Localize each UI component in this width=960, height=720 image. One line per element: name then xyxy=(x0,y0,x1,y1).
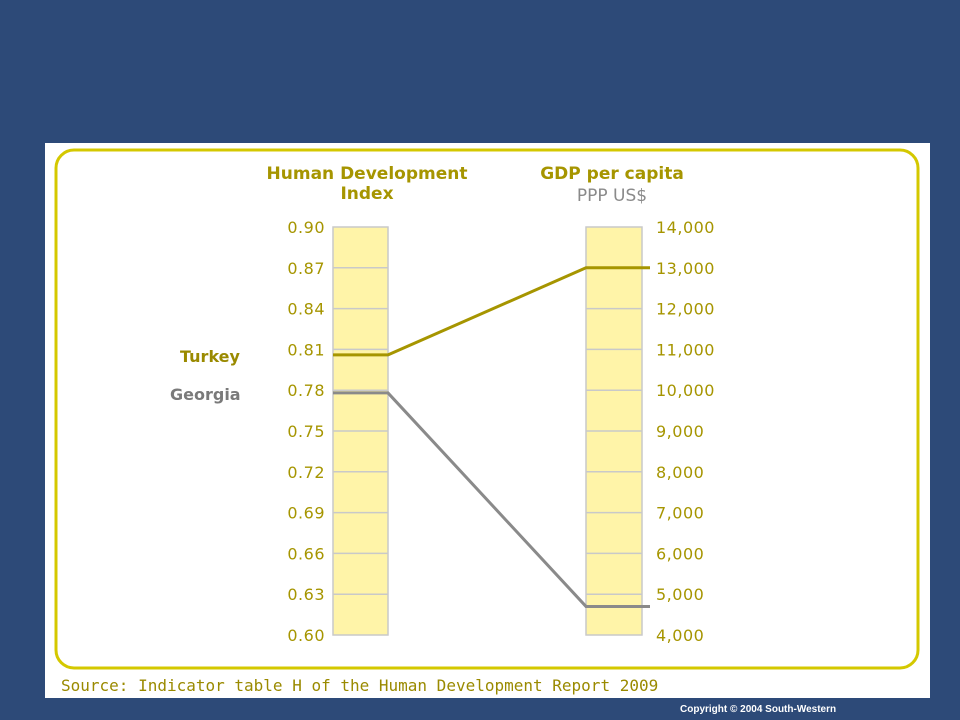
series-lines xyxy=(333,266,650,608)
copyright-footer: Copyright © 2004 South-Western xyxy=(680,704,837,715)
gdp-tick-label: 10,000 xyxy=(656,381,715,400)
hdi-tick-label: 0.60 xyxy=(287,626,325,645)
gdp-axis-title-line2: PPP US$ xyxy=(577,186,647,206)
hdi-tick-label: 0.66 xyxy=(287,544,325,563)
gdp-tick-label: 7,000 xyxy=(656,504,704,523)
gdp-tick-label: 8,000 xyxy=(656,463,704,482)
series-line-turkey xyxy=(333,266,650,357)
series-label-turkey: Turkey xyxy=(180,347,241,366)
gdp-tick-label: 4,000 xyxy=(656,626,704,645)
gdp-axis-title-line1: GDP per capita xyxy=(540,164,684,184)
gdp-column xyxy=(585,226,643,636)
hdi-axis-title-line1: Human Development xyxy=(267,164,468,184)
hdi-tick-label: 0.72 xyxy=(287,463,325,482)
hdi-axis-title-line2: Index xyxy=(340,184,393,204)
hdi-tick-label: 0.75 xyxy=(287,422,325,441)
gdp-tick-label: 9,000 xyxy=(656,422,704,441)
gdp-tick-label: 14,000 xyxy=(656,218,715,237)
gdp-tick-labels: 14,000 13,000 12,000 11,000 10,000 9,000 8,000… xyxy=(656,218,715,645)
hdi-tick-label: 0.84 xyxy=(287,300,325,319)
gdp-tick-label: 11,000 xyxy=(656,340,715,359)
hdi-tick-labels: 0.90 0.87 0.84 0.81 0.78 0.75 0.72 0.69 0.66 0.63… xyxy=(287,218,325,645)
hdi-tick-label: 0.90 xyxy=(287,218,325,237)
parallel-axis-chart: Human Development Index GDP per capita P… xyxy=(54,148,920,695)
hdi-tick-label: 0.69 xyxy=(287,504,325,523)
hdi-tick-label: 0.81 xyxy=(287,340,325,359)
gdp-tick-label: 12,000 xyxy=(656,300,715,319)
hdi-tick-label: 0.63 xyxy=(287,585,325,604)
source-note: Source: Indicator table H of the Human D… xyxy=(61,676,658,695)
hdi-tick-label: 0.78 xyxy=(287,381,325,400)
series-label-georgia: Georgia xyxy=(170,385,241,404)
hdi-column xyxy=(332,226,389,636)
gdp-tick-label: 6,000 xyxy=(656,544,704,563)
series-line-georgia xyxy=(333,391,650,608)
gdp-tick-label: 5,000 xyxy=(656,585,704,604)
gdp-tick-label: 13,000 xyxy=(656,259,715,278)
panel-border xyxy=(54,148,920,670)
hdi-tick-label: 0.87 xyxy=(287,259,325,278)
chart-panel: Human Development Index GDP per capita P… xyxy=(45,143,930,698)
